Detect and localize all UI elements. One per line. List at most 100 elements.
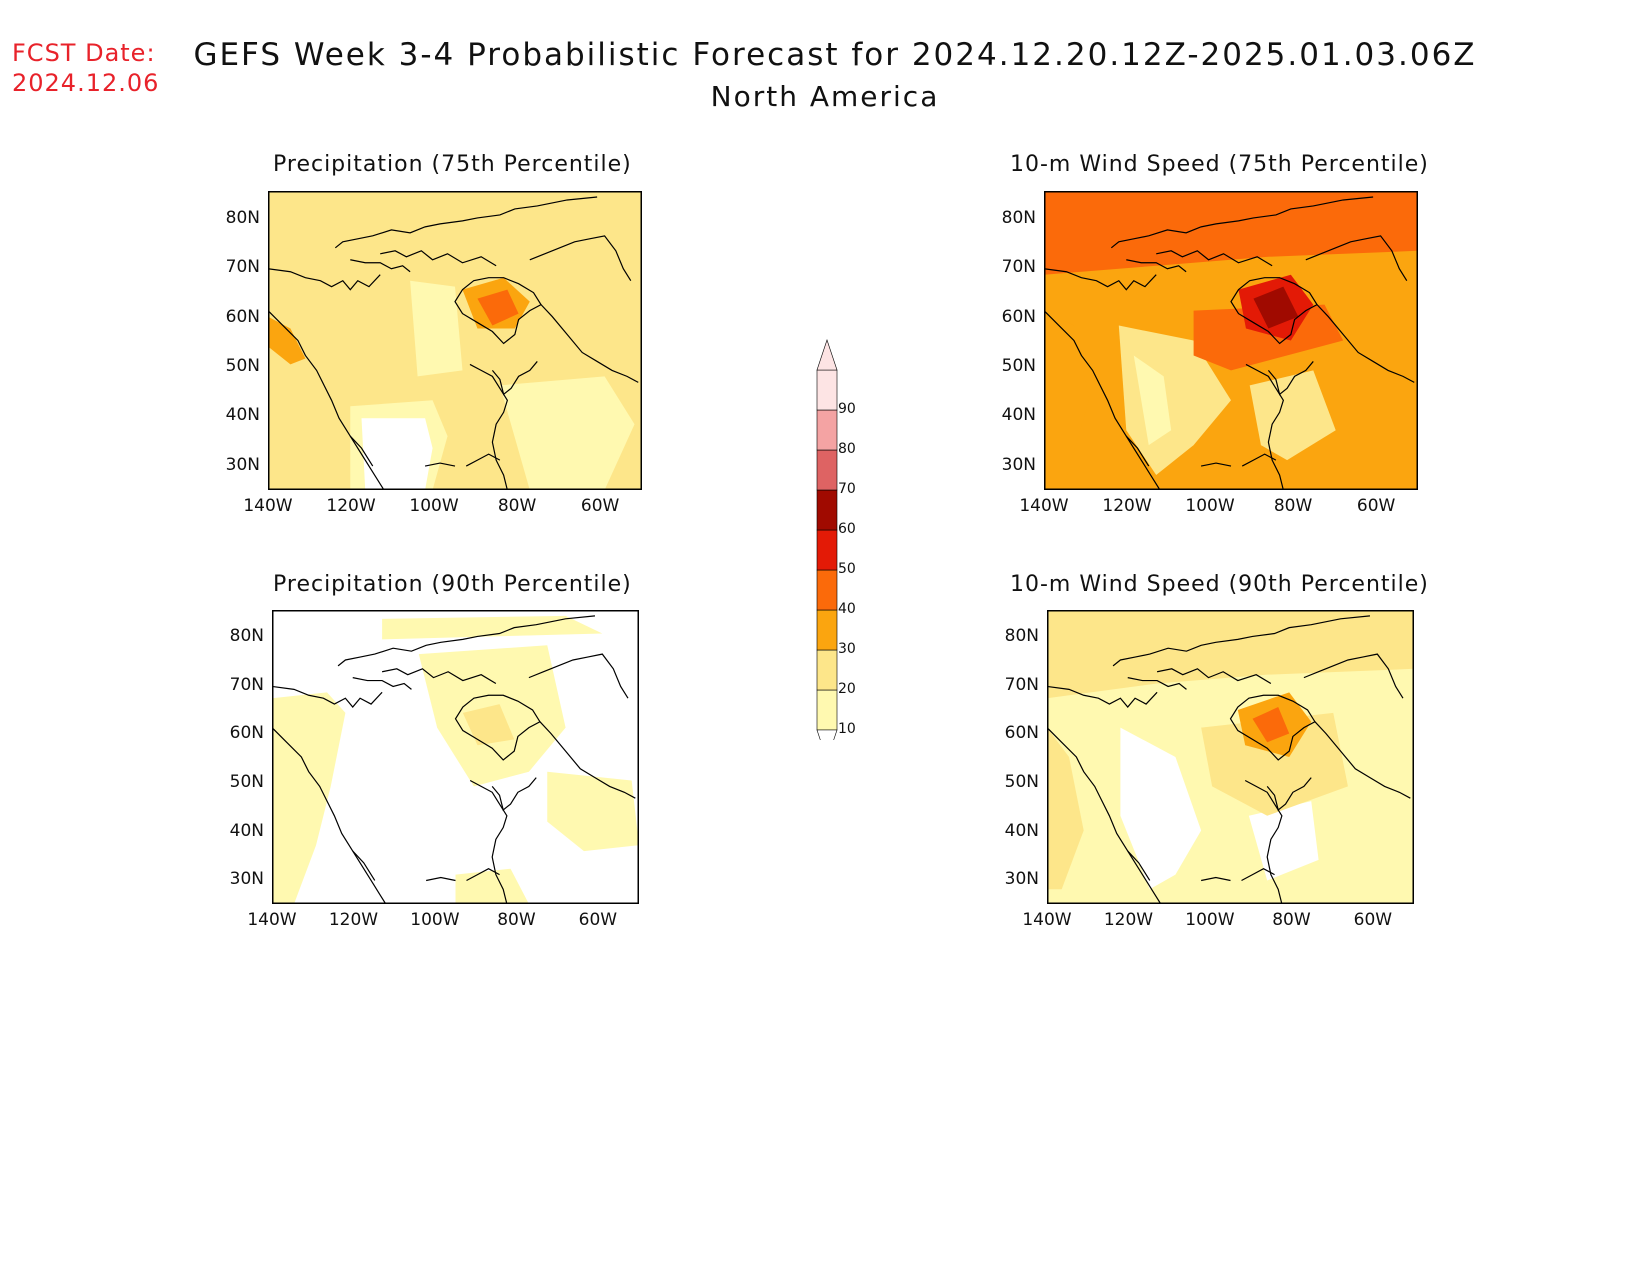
- coastline: [1315, 722, 1410, 798]
- fcst-date-block: FCST Date: 2024.12.06: [12, 38, 159, 98]
- main-title: GEFS Week 3-4 Probabilistic Forecast for…: [0, 34, 1650, 118]
- coastline: [1231, 278, 1317, 344]
- coastline: [426, 878, 455, 881]
- contour-fill: [1133, 355, 1172, 446]
- lon-tick-label: 120W: [326, 496, 376, 516]
- lon-tick-label: 80W: [1272, 910, 1311, 930]
- colorbar-graphic: [816, 339, 838, 761]
- lat-tick-label: 30N: [1004, 869, 1039, 889]
- coastline: [1156, 251, 1272, 266]
- coastline: [492, 361, 537, 394]
- map-panel-wind90: [1047, 610, 1414, 904]
- coastline: [1201, 878, 1230, 881]
- contour-fill: [1047, 727, 1084, 890]
- coastline: [1242, 454, 1276, 466]
- lat-tick-label: 60N: [1004, 723, 1039, 744]
- contour-fill: [1252, 707, 1290, 743]
- contour-fill: [1253, 286, 1299, 329]
- panel-title: Precipitation (75th Percentile): [273, 152, 632, 177]
- map-panel-precip90: [272, 610, 639, 904]
- coastline: [470, 364, 507, 490]
- lat-tick-label: 40N: [225, 405, 260, 426]
- contour-fill: [1201, 712, 1348, 816]
- coastline: [1113, 616, 1370, 666]
- lat-tick-label: 50N: [1004, 771, 1039, 792]
- colorbar-swatch: [816, 529, 838, 571]
- lon-tick-label: 140W: [243, 496, 293, 516]
- coastline: [1047, 728, 1161, 904]
- contour-fill: [268, 316, 306, 365]
- lon-tick-label: 60W: [1353, 910, 1393, 930]
- coastline: [1111, 197, 1373, 248]
- coastline: [1246, 364, 1283, 490]
- coastline: [1242, 869, 1275, 881]
- lat-tick-label: 60N: [1001, 306, 1036, 327]
- panel-title: 10-m Wind Speed (90th Percentile): [1010, 572, 1429, 597]
- coastline: [335, 197, 597, 248]
- lon-tick-label: 60W: [1356, 496, 1396, 516]
- lon-tick-label: 120W: [328, 910, 379, 930]
- contour-fill: [547, 771, 639, 852]
- lon-tick-label: 140W: [1022, 910, 1072, 930]
- coastline: [467, 869, 500, 881]
- contour-fill: [1120, 727, 1202, 890]
- colorbar-level-label: 40: [838, 601, 856, 617]
- coastline: [1304, 654, 1403, 698]
- coastline: [272, 686, 382, 707]
- colorbar-level-label: 60: [838, 521, 856, 537]
- contour-fill: [1044, 310, 1089, 490]
- contour-fill: [499, 376, 635, 490]
- lat-tick-label: 70N: [229, 674, 264, 695]
- colorbar-swatch: [816, 409, 838, 451]
- contour-fill: [462, 704, 515, 746]
- coastline: [1126, 260, 1186, 272]
- colorbar-level-label: 30: [838, 641, 856, 657]
- coastline: [1267, 778, 1311, 810]
- lon-tick-label: 120W: [1102, 496, 1152, 516]
- lat-tick-label: 80N: [1001, 207, 1036, 228]
- colorbar-level-label: 10: [838, 721, 856, 737]
- lat-tick-label: 50N: [229, 771, 264, 792]
- colorbar-level-label: 20: [838, 681, 856, 697]
- coastline: [529, 654, 628, 698]
- colorbar-level-label: 80: [838, 441, 856, 457]
- colorbar-level-label: 90: [838, 401, 856, 417]
- coastline: [1306, 236, 1407, 281]
- contour-fill: [1249, 370, 1336, 461]
- map-panel-wind75: [1044, 191, 1418, 490]
- lat-tick-label: 70N: [1004, 674, 1039, 695]
- region-title: North America: [710, 80, 940, 113]
- coastline: [1047, 686, 1157, 707]
- forecast-title: GEFS Week 3-4 Probabilistic Forecast for…: [193, 37, 1477, 73]
- colorbar-top-extension: [816, 339, 838, 371]
- lat-tick-label: 30N: [1001, 454, 1036, 475]
- fcst-date-label: FCST Date:: [12, 39, 156, 67]
- lat-tick-label: 70N: [225, 257, 260, 278]
- colorbar-swatch: [816, 569, 838, 611]
- panel-title: Precipitation (90th Percentile): [273, 572, 632, 597]
- lat-tick-label: 40N: [229, 820, 264, 841]
- coastline: [268, 311, 384, 490]
- colorbar-swatch: [816, 449, 838, 491]
- contour-fill: [1193, 304, 1344, 371]
- coastline: [466, 454, 500, 466]
- map-panel-precip75: [268, 191, 642, 490]
- lon-tick-label: 100W: [1185, 496, 1235, 516]
- fcst-date-value: 2024.12.06: [12, 69, 160, 97]
- coastline: [1044, 311, 1160, 490]
- lon-tick-label: 60W: [578, 910, 618, 930]
- coastline: [272, 728, 386, 904]
- colorbar-swatch: [816, 689, 838, 731]
- coastline: [382, 669, 496, 684]
- contour-fill: [477, 289, 519, 326]
- coastline: [268, 269, 380, 290]
- contour-fill: [455, 868, 529, 904]
- colorbar-swatch: [816, 649, 838, 691]
- coastline: [1128, 678, 1187, 690]
- lon-tick-label: 60W: [580, 496, 620, 516]
- coastline: [350, 436, 372, 466]
- colorbar-swatch: [816, 489, 838, 531]
- lat-tick-label: 30N: [229, 869, 264, 889]
- lat-tick-label: 30N: [225, 454, 260, 475]
- colorbar: [815, 330, 845, 761]
